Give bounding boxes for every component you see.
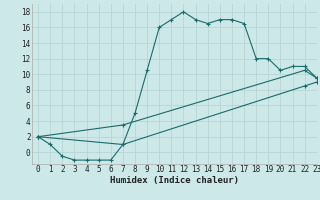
X-axis label: Humidex (Indice chaleur): Humidex (Indice chaleur) [110,176,239,185]
